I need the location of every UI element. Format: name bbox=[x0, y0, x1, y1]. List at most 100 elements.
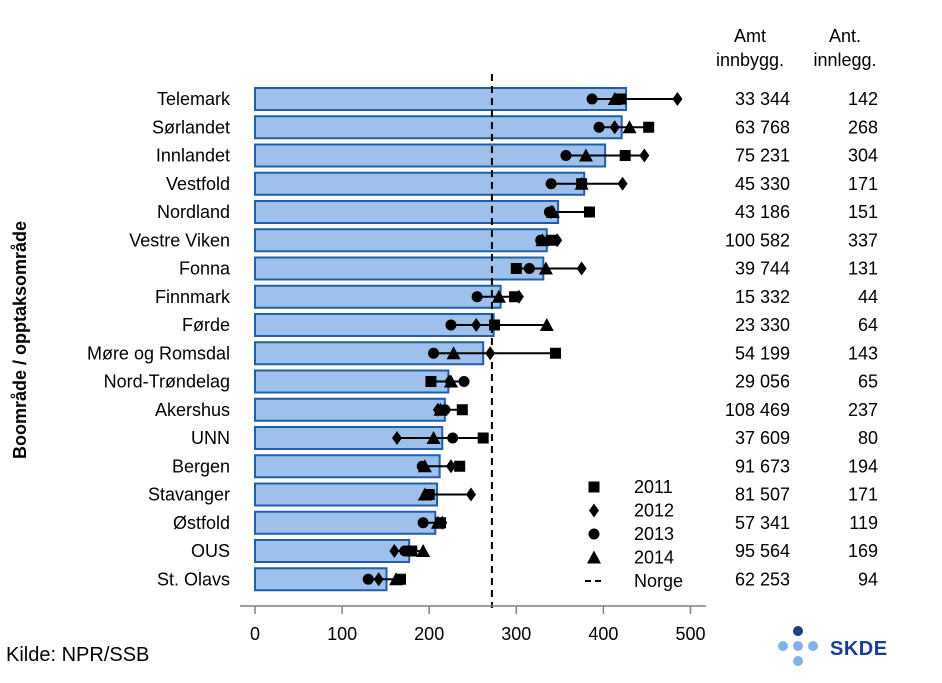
marker-circle bbox=[471, 291, 483, 303]
legend-label: 2014 bbox=[634, 548, 674, 568]
category-label: St. Olavs bbox=[157, 569, 230, 589]
amt-innbygg-cell: 95 564 bbox=[735, 541, 790, 561]
category-label: Østfold bbox=[173, 513, 230, 533]
marker-square bbox=[454, 460, 466, 472]
ant-innlegg-cell: 44 bbox=[858, 287, 878, 307]
legend-marker-diamond bbox=[589, 503, 599, 518]
amt-innbygg-cell: 75 231 bbox=[735, 146, 790, 166]
bar bbox=[254, 539, 411, 563]
table-header-amt-1: Amt bbox=[734, 26, 766, 46]
marker-triangle bbox=[491, 289, 506, 303]
amt-innbygg-cell: 39 744 bbox=[735, 259, 790, 279]
category-label: Vestfold bbox=[166, 174, 230, 194]
amt-innbygg-cell: 81 507 bbox=[735, 485, 790, 505]
marker-diamond bbox=[466, 487, 477, 502]
amt-innbygg-cell: 100 582 bbox=[725, 230, 790, 250]
bar bbox=[254, 171, 586, 196]
marker-square bbox=[643, 121, 655, 133]
marker-triangle bbox=[578, 148, 593, 162]
marker-diamond bbox=[576, 261, 587, 276]
marker-triangle bbox=[539, 318, 554, 331]
legend-marker-square bbox=[588, 481, 600, 493]
marker-diamond bbox=[445, 459, 456, 474]
category-label: Møre og Romsdal bbox=[87, 343, 230, 363]
table-header-ant-2: innlegg. bbox=[813, 50, 876, 70]
bar bbox=[254, 454, 441, 479]
amt-innbygg-cell: 62 253 bbox=[735, 569, 790, 589]
marker-triangle bbox=[535, 233, 550, 247]
amt-innbygg-cell: 37 609 bbox=[735, 428, 790, 448]
bar bbox=[254, 200, 560, 224]
amt-innbygg-cell: 63 768 bbox=[735, 117, 790, 137]
category-label: Sørlandet bbox=[152, 117, 230, 137]
amt-innbygg-cell: 43 186 bbox=[735, 202, 790, 222]
marker-triangle bbox=[538, 261, 553, 275]
source-note: Kilde: NPR/SSB bbox=[6, 644, 150, 666]
marker-triangle bbox=[416, 544, 431, 557]
marker-diamond bbox=[373, 572, 384, 587]
marker-square bbox=[510, 263, 522, 274]
marker-diamond bbox=[391, 431, 402, 445]
category-label: Innlandet bbox=[156, 146, 230, 166]
category-label: Akershus bbox=[155, 400, 230, 420]
marker-triangle bbox=[545, 205, 560, 218]
marker-circle bbox=[586, 93, 598, 105]
amt-innbygg-cell: 29 056 bbox=[735, 372, 790, 392]
logo-dot bbox=[808, 641, 818, 651]
ant-innlegg-cell: 151 bbox=[848, 202, 878, 222]
logo-text: SKDE bbox=[830, 638, 888, 660]
marker-square bbox=[583, 206, 595, 218]
bar bbox=[254, 228, 548, 253]
amt-innbygg-cell: 45 330 bbox=[735, 174, 790, 194]
ant-innlegg-cell: 171 bbox=[848, 174, 878, 194]
marker-diamond bbox=[609, 120, 620, 135]
category-label: Stavanger bbox=[148, 485, 230, 505]
table-header-amt-2: innbygg. bbox=[716, 50, 784, 70]
amt-innbygg-cell: 23 330 bbox=[735, 315, 790, 335]
bar bbox=[254, 482, 439, 507]
category-label: Bergen bbox=[172, 456, 230, 476]
category-label: Nord-Trøndelag bbox=[104, 372, 230, 392]
marker-circle bbox=[428, 347, 440, 359]
marker-circle bbox=[399, 545, 411, 557]
ant-innlegg-cell: 80 bbox=[858, 428, 878, 448]
marker-square bbox=[406, 545, 418, 557]
marker-square bbox=[615, 93, 627, 105]
marker-triangle bbox=[574, 176, 589, 190]
marker-circle bbox=[447, 432, 459, 444]
marker-triangle bbox=[389, 572, 404, 586]
x-tick-label: 400 bbox=[588, 624, 618, 644]
marker-diamond bbox=[389, 544, 400, 558]
ant-innlegg-cell: 142 bbox=[848, 89, 878, 109]
marker-circle bbox=[593, 121, 605, 133]
legend-label: 2011 bbox=[634, 477, 673, 497]
legend-label: 2012 bbox=[634, 501, 674, 521]
logo-dot bbox=[778, 641, 788, 651]
table-header-ant-1: Ant. bbox=[829, 26, 861, 46]
marker-square bbox=[489, 319, 501, 331]
bar bbox=[254, 284, 502, 309]
bar bbox=[254, 369, 450, 394]
marker-circle bbox=[445, 319, 457, 331]
category-label: Telemark bbox=[157, 89, 231, 109]
marker-triangle bbox=[426, 431, 441, 444]
logo-dot bbox=[793, 656, 803, 666]
bar bbox=[254, 143, 607, 168]
category-label: UNN bbox=[191, 428, 230, 448]
bar bbox=[254, 115, 623, 140]
marker-triangle bbox=[443, 374, 458, 388]
category-label: Finnmark bbox=[155, 287, 231, 307]
marker-square bbox=[545, 234, 557, 246]
bar bbox=[254, 510, 437, 535]
marker-triangle bbox=[607, 92, 622, 105]
legend-label: Norge bbox=[634, 571, 683, 591]
amt-innbygg-cell: 54 199 bbox=[735, 343, 790, 363]
marker-triangle bbox=[417, 459, 432, 473]
x-tick-label: 100 bbox=[327, 624, 357, 644]
ant-innlegg-cell: 65 bbox=[858, 372, 878, 392]
legend-marker-triangle bbox=[587, 550, 601, 564]
ant-innlegg-cell: 337 bbox=[848, 230, 878, 250]
marker-diamond bbox=[552, 233, 563, 248]
marker-diamond bbox=[471, 318, 482, 332]
